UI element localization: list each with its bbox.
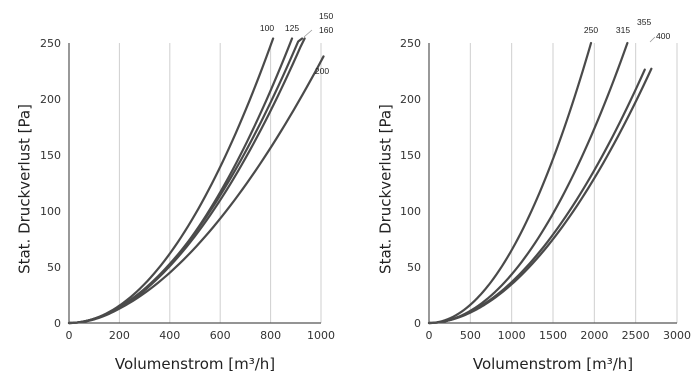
x-tick-label: 500 [460, 329, 481, 342]
x-axis-label: Volumenstrom [m³/h] [473, 355, 633, 373]
chart-panel-left: 0 200 400 600 800 1000 0 50 100 150 200 250 Volumen… [15, 11, 335, 373]
series-line-315 [427, 41, 629, 325]
x-tick-label: 1000 [307, 329, 335, 342]
series-line-125 [67, 37, 294, 325]
x-tick-label: 800 [260, 329, 281, 342]
curve-label-400: 400 [656, 31, 670, 41]
y-tick-label: 150 [40, 149, 61, 162]
curve-label-100: 100 [260, 23, 274, 33]
y-tick-label: 250 [40, 37, 61, 50]
x-tick-label: 200 [109, 329, 130, 342]
x-tick-label: 2000 [580, 329, 608, 342]
curve-label-355: 355 [637, 17, 651, 27]
series-line-160 [67, 37, 306, 325]
series-line-100 [67, 37, 275, 325]
curve-label-160: 160 [319, 25, 333, 35]
x-tick-label: 400 [159, 329, 180, 342]
y-tick-label: 200 [40, 93, 61, 106]
curve-label-250: 250 [584, 25, 598, 35]
chart-panel-right: 0 500 1000 1500 2000 2500 3000050100150200250 … [376, 17, 691, 373]
y-tick-label: 0 [414, 317, 421, 330]
x-tick-label: 1000 [498, 329, 526, 342]
curve-label-leader [649, 36, 656, 43]
curve-label-150: 150 [319, 11, 333, 21]
y-tick-label: 50 [407, 261, 421, 274]
series-line-250 [427, 41, 593, 325]
x-tick-label: 0 [426, 329, 433, 342]
x-tick-label: 600 [210, 329, 231, 342]
curve-label-125: 125 [285, 23, 299, 33]
series-line-150 [67, 37, 304, 325]
curve-label-200: 200 [315, 66, 329, 76]
y-tick-label: 100 [400, 205, 421, 218]
x-axis-label: Volumenstrom [m³/h] [115, 355, 275, 373]
y-tick-label: 250 [400, 37, 421, 50]
x-tick-label: 3000 [663, 329, 691, 342]
y-tick-label: 200 [400, 93, 421, 106]
y-axis-label: Stat. Druckverlust [Pa] [15, 104, 33, 274]
x-tick-label: 0 [66, 329, 73, 342]
curve-label-leader [303, 29, 313, 38]
series-line-400 [427, 67, 653, 325]
series-line-200 [67, 55, 325, 325]
y-tick-label: 0 [54, 317, 61, 330]
y-tick-label: 150 [400, 149, 421, 162]
y-tick-label: 100 [40, 205, 61, 218]
y-axis-label: Stat. Druckverlust [Pa] [376, 104, 394, 274]
x-tick-label: 1500 [539, 329, 567, 342]
x-tick-label: 2500 [622, 329, 650, 342]
y-tick-label: 50 [47, 261, 61, 274]
curve-label-315: 315 [616, 25, 630, 35]
